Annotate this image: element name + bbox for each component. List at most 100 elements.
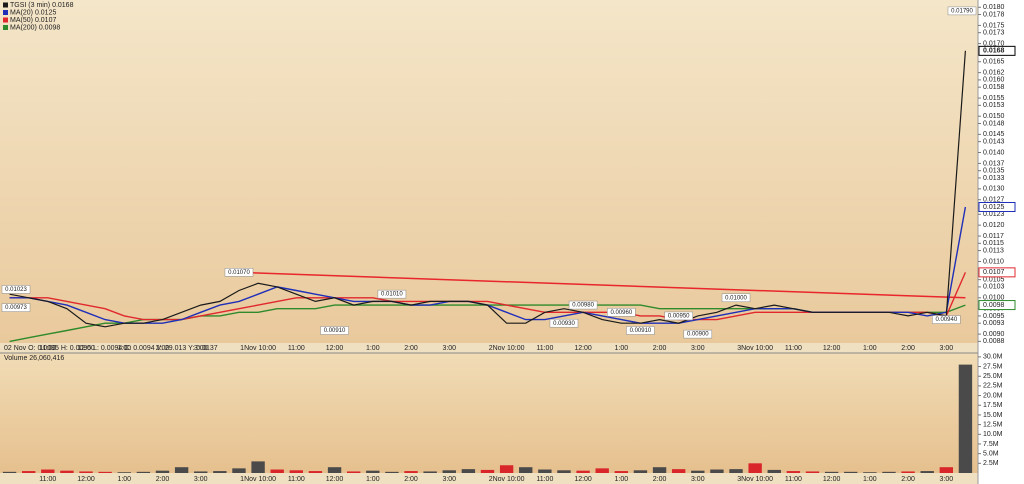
y-tick-label: 0.0137 (983, 160, 1005, 167)
last-value-box (978, 202, 1016, 212)
volume-bar (194, 471, 208, 473)
volume-bar (844, 471, 858, 473)
volume-bar (308, 471, 323, 473)
volume-bar (939, 467, 954, 473)
y-tick-label: 0.0095 (983, 313, 1005, 320)
volume-bar (671, 469, 686, 473)
volume-bar (442, 470, 456, 473)
legend-value: 0.0125 (35, 9, 57, 16)
volume-bar (155, 470, 170, 473)
axis-area (978, 0, 1024, 484)
x-tick-label: 3:00 (940, 345, 954, 352)
volume-bar (499, 465, 514, 473)
volume-bar (366, 470, 380, 473)
y-tick-label: 0.0093 (983, 320, 1005, 327)
last-value-box (978, 300, 1016, 311)
volume-bar (232, 468, 246, 473)
volume-bar (595, 468, 609, 473)
y-tick-label: 0.0103 (983, 284, 1005, 291)
volume-bar (710, 469, 724, 473)
volume-bar (480, 469, 495, 473)
annotation: 0.01010 (381, 292, 403, 298)
x-tick-label: 11:00 (536, 345, 553, 352)
x-tick-label: 11:00 (536, 476, 553, 483)
volume-bar (174, 467, 189, 473)
legend-value: 0.0098 (39, 24, 61, 31)
volume-bar (920, 471, 934, 473)
x-tick-label: 12:00 (326, 476, 344, 483)
annotation: 0.00950 (668, 314, 690, 320)
volume-bar (2, 471, 17, 473)
x-tick-label: 1Nov 10:00 (240, 345, 276, 352)
annotation-box (932, 315, 961, 324)
y-tick-label: 0.0117 (983, 233, 1004, 240)
y-tick-label: 0.0178 (983, 11, 1005, 18)
annotation-box (947, 6, 977, 16)
annotation: 0.01790 (951, 8, 973, 14)
annotation: 0.00930 (553, 321, 575, 327)
volume-bar (98, 471, 112, 473)
y-tick-label: 22.5M (983, 383, 1003, 390)
x-tick-label: 2:00 (156, 476, 170, 483)
x-tick-label: 1:00 (117, 476, 131, 483)
y-tick-label: 0.0105 (983, 276, 1005, 283)
volume-bar (136, 471, 151, 473)
y-tick-label: 0.0123 (983, 211, 1005, 218)
y-tick-label: 0.0100 (983, 295, 1005, 302)
x-tick-label: 12:00 (77, 476, 95, 483)
x-tick-label: 2Nov 10:00 (489, 476, 525, 483)
y-tick-label: 0.0143 (983, 138, 1005, 145)
volume-title: Volume 26,060,416 (4, 355, 64, 362)
volume-bar (652, 467, 667, 473)
x-tick-label: 1:00 (615, 476, 629, 483)
x-tick-label: 1:00 (863, 476, 877, 483)
volume-bar (327, 467, 342, 473)
annotation: 0.00960 (610, 310, 632, 316)
time-row (0, 473, 978, 484)
legend-swatch (3, 10, 8, 15)
y-tick-label: 0.0133 (983, 175, 1005, 182)
y-tick-label: 0.0170 (983, 40, 1005, 47)
x-tick-label: 3:00 (940, 476, 954, 483)
x-tick-label: 1:00 (366, 476, 380, 483)
volume-bar (21, 471, 36, 473)
volume-bar (60, 470, 74, 473)
legend-swatch (3, 25, 8, 30)
annotation: 0.00940 (935, 317, 957, 323)
x-tick-label: 11:00 (39, 345, 56, 352)
y-tick-label: 12.5M (983, 421, 1003, 428)
y-tick-label: 15.0M (983, 412, 1003, 419)
x-tick-label: 2Nov 10:00 (489, 345, 525, 352)
legend-value: 0.0168 (52, 2, 74, 9)
y-tick-label: 0.0153 (983, 102, 1005, 109)
volume-bar (289, 470, 304, 473)
annotation-box (683, 329, 713, 339)
last-value-label: 0.0107 (983, 269, 1005, 276)
last-value-label: 0.0168 (983, 48, 1005, 55)
volume-bar (404, 471, 418, 473)
legend-swatch (3, 2, 8, 8)
volume-bar (213, 471, 227, 473)
annotation: 0.00910 (324, 328, 346, 334)
x-tick-label: 2:00 (156, 345, 170, 352)
volume-bar (729, 469, 743, 473)
x-tick-label: 12:00 (574, 476, 592, 483)
date-row (0, 343, 978, 353)
y-tick-label: 30.0M (983, 354, 1003, 361)
y-tick-label: 5.0M (983, 450, 999, 457)
last-value-label: 0.0098 (983, 302, 1005, 309)
volume-bar (79, 471, 93, 473)
last-value-label: 0.0125 (983, 204, 1005, 211)
annotation: 0.00980 (572, 303, 594, 309)
annotation: 0.00900 (687, 332, 709, 338)
x-tick-label: 3:00 (691, 345, 705, 352)
x-tick-label: 2:00 (404, 345, 418, 352)
y-tick-label: 0.0173 (983, 30, 1005, 37)
legend-name: TGSI (3 min) (10, 2, 50, 9)
y-tick-label: 27.5M (983, 363, 1003, 370)
status-line: 02 Nov O: 0.0095 H: 0.0095 L: 0.0094 C: … (4, 345, 218, 352)
x-tick-label: 1Nov 10:00 (240, 476, 276, 483)
y-tick-label: 0.0088 (983, 338, 1005, 345)
y-tick-label: 0.0110 (983, 258, 1004, 265)
x-tick-label: 12:00 (77, 345, 95, 352)
